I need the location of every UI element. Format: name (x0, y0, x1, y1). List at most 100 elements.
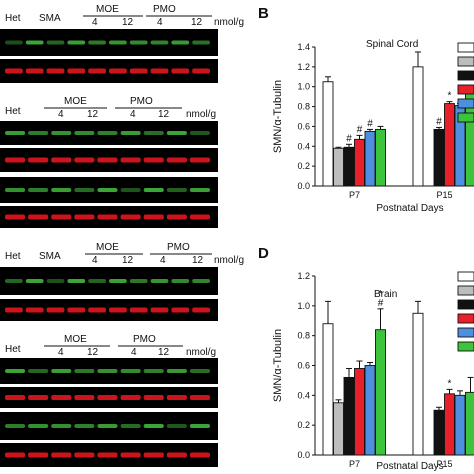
blot-band (120, 157, 141, 163)
bar (412, 312, 424, 456)
legend-swatch (457, 327, 474, 338)
chart-title: Brain (374, 289, 397, 300)
blot-label-het: Het (5, 344, 21, 355)
blot-band (129, 40, 148, 45)
blot-band (28, 452, 49, 458)
bar (412, 66, 424, 187)
blot-dose-12: 12 (192, 255, 204, 266)
y-tick-label: 0.4 (297, 390, 310, 400)
y-tick-label: 0.6 (297, 361, 310, 371)
blot-band (28, 424, 49, 428)
blot-band (189, 214, 210, 220)
blot-band (5, 214, 26, 220)
x-tick-label: P15 (436, 190, 452, 200)
blot-band (166, 395, 187, 400)
y-tick-label: 0.6 (297, 121, 310, 131)
blot-band (143, 157, 164, 163)
blot-band (120, 424, 141, 428)
blot-band (120, 214, 141, 220)
blot-band (129, 68, 148, 74)
bar (333, 402, 344, 456)
blot-band (5, 307, 23, 313)
x-tick-label: P15 (436, 459, 452, 469)
y-tick-label: 1.2 (297, 62, 310, 72)
significance-mark: # (378, 298, 384, 309)
blot-band (143, 369, 164, 373)
blot-band (88, 68, 106, 74)
blot-band (28, 369, 49, 373)
legend-swatch (457, 285, 474, 296)
chart-brain: 0.0 0.2 0.4 0.6 0.8 1.0 1.2 SMN/α-Tubulin Brain P… (272, 271, 474, 472)
blot-band (28, 131, 49, 135)
blot-band (192, 279, 210, 283)
significance-mark: # (367, 118, 373, 129)
blot-label-moe: MOE (64, 96, 87, 107)
blot-dose-12: 12 (87, 347, 99, 358)
blot-band (189, 395, 210, 400)
blot-band (5, 188, 26, 192)
bar (354, 368, 365, 456)
blot-band (25, 279, 44, 283)
blot-band (5, 424, 26, 428)
blot-band (129, 307, 148, 313)
bar (343, 146, 355, 187)
blot-band (192, 68, 210, 74)
blot-band (192, 307, 210, 313)
blot-band (120, 188, 141, 192)
blot-band (120, 395, 141, 400)
blot-dose-4: 4 (58, 347, 64, 358)
bar (364, 130, 376, 187)
legend-swatch (457, 84, 474, 95)
blot-band (166, 369, 187, 373)
blot-dose-12: 12 (158, 347, 170, 358)
blot-band (192, 40, 210, 45)
blot-band (51, 369, 72, 373)
blot-band (5, 395, 26, 400)
western-blots: Het SMA MOE PMO 4 12 4 12 nmol/g Het MOE… (0, 4, 244, 467)
x-tick-label: P7 (349, 190, 360, 200)
blot-band (74, 214, 95, 220)
bar (333, 147, 344, 187)
blot-band (143, 424, 164, 428)
bar (454, 394, 466, 456)
blot-band (74, 157, 95, 163)
blot-band (5, 452, 26, 458)
blot-band (46, 68, 65, 74)
significance-mark: # (346, 133, 352, 144)
blot-unit: nmol/g (186, 347, 216, 358)
blot-band (171, 68, 190, 74)
chart-title: Spinal Cord (366, 39, 418, 50)
blot-label-pmo: PMO (167, 242, 190, 253)
blot-dose-4: 4 (92, 17, 98, 28)
blot-label-het: Het (5, 106, 21, 117)
blot-band (150, 307, 169, 313)
blot-band (51, 188, 72, 192)
blot-band (166, 188, 187, 192)
blot-band (171, 307, 190, 313)
blot-dose-4: 4 (92, 255, 98, 266)
bar (343, 376, 355, 456)
blot-band (166, 452, 187, 458)
blot-band (67, 68, 86, 74)
bar (322, 81, 334, 187)
blot-band (51, 214, 72, 220)
y-tick-label: 0.0 (297, 450, 310, 460)
blot-upper-header-2: Het MOE PMO 4 12 4 12 nmol/g (5, 96, 216, 120)
blot-band (5, 369, 26, 373)
y-tick-label: 0.2 (297, 420, 310, 430)
bar (354, 138, 365, 187)
blot-band (74, 424, 95, 428)
legend-swatch (457, 70, 474, 81)
y-tick-label: 1.4 (297, 42, 310, 52)
blot-label-sma: SMA (39, 13, 61, 24)
blot-dose-12: 12 (191, 17, 203, 28)
legend-swatch (457, 313, 474, 324)
blot-band (171, 279, 190, 283)
blot-band (143, 188, 164, 192)
blot-label-moe: MOE (96, 242, 119, 253)
blot-band (143, 214, 164, 220)
blot-band (189, 131, 210, 135)
blot-label-moe: MOE (96, 4, 119, 15)
x-axis-label: Postnatal Days (376, 203, 443, 214)
y-tick-label: 0.2 (297, 161, 310, 171)
